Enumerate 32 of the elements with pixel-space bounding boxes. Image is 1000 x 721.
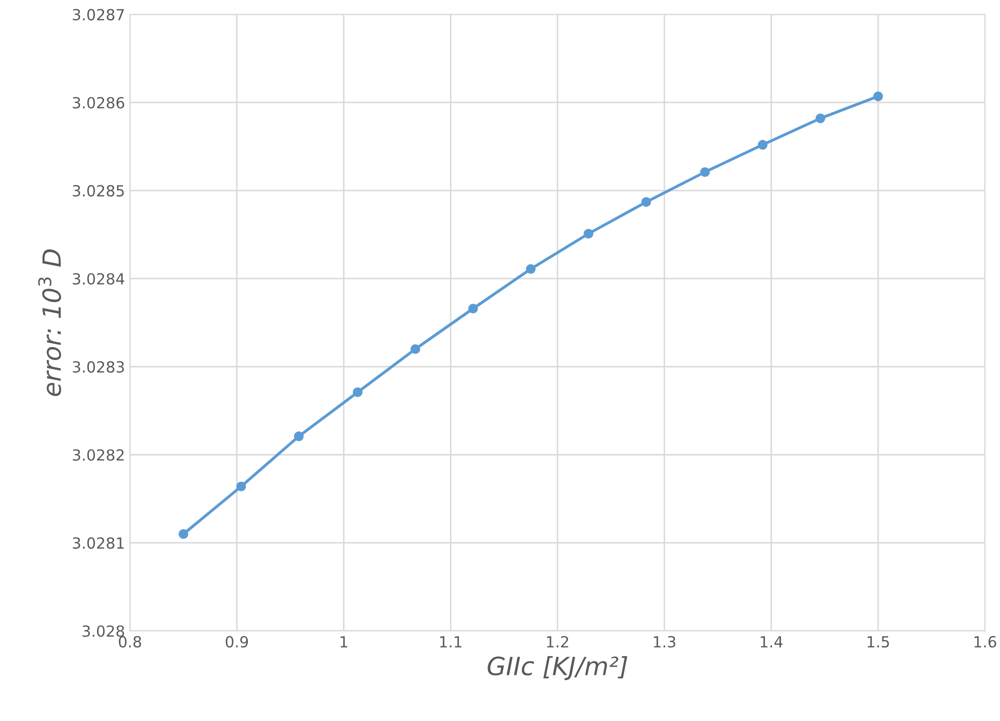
- x-tick-label: 1.5: [868, 636, 889, 648]
- point: [178, 529, 188, 539]
- x-tick-label: 1.6: [974, 636, 996, 648]
- point: [584, 228, 594, 239]
- point: [236, 482, 246, 492]
- y-tick-label: 3.0284: [72, 273, 124, 285]
- x-tick-label: 1.4: [760, 636, 783, 648]
- y-tick-label: 3.0282: [72, 449, 124, 461]
- y-tick-label: 3.0283: [72, 361, 124, 373]
- x-tick-label: 1.2: [547, 636, 568, 648]
- x-tick-label: 0.8: [118, 636, 142, 648]
- x-tick-label: 1.3: [654, 636, 676, 648]
- point: [352, 387, 363, 398]
- point: [816, 113, 826, 124]
- x-axis-title: GIIc [KJ/m²]: [488, 656, 628, 680]
- y-axis-title: error: 10$^{3}$ D: [38, 249, 62, 396]
- y-tick-label: 3.028: [82, 625, 124, 637]
- x-tick-label: 1: [340, 636, 348, 648]
- x-tick-label: 1.1: [440, 636, 462, 648]
- point: [410, 344, 420, 354]
- point: [468, 304, 478, 314]
- point: [873, 91, 883, 102]
- point: [526, 264, 536, 274]
- y-tick-label: 3.0287: [72, 8, 124, 20]
- point: [641, 197, 652, 207]
- x-tick-label: 0.9: [226, 636, 248, 648]
- point: [758, 140, 768, 150]
- y-tick-label: 3.0285: [72, 185, 124, 197]
- point: [294, 431, 304, 442]
- point: [700, 167, 710, 177]
- y-tick-label: 3.0286: [72, 96, 124, 109]
- y-tick-label: 3.0281: [72, 537, 124, 549]
